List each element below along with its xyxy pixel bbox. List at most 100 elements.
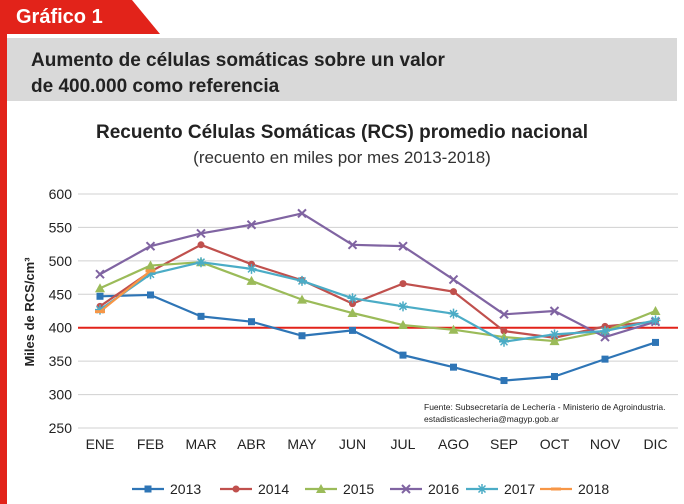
figure-caption: Aumento de células somáticas sobre un va… (31, 48, 451, 100)
legend-marker-2017 (477, 484, 487, 494)
x-tick-label-abr: ABR (237, 436, 266, 452)
legend-marker-2018 (551, 487, 561, 491)
point-2017-5 (347, 293, 358, 304)
y-tick-label-300: 300 (49, 387, 73, 403)
caption-line-1: Aumento de células somáticas sobre un va… (31, 50, 445, 71)
x-tick-label-feb: FEB (137, 436, 164, 452)
x-tick-label-ago: AGO (438, 436, 469, 452)
x-tick-label-mar: MAR (185, 436, 216, 452)
point-2015-11 (650, 306, 661, 315)
x-tick-label-oct: OCT (540, 436, 570, 452)
series-line-2013 (99, 293, 656, 382)
point-2018-0 (95, 310, 105, 314)
chart-subtitle: (recuento en miles por mes 2013-2018) (193, 148, 491, 167)
point-2017-9 (549, 329, 560, 340)
point-2014-6 (399, 280, 407, 288)
point-2013-8 (500, 377, 508, 385)
x-tick-label-may: MAY (287, 436, 317, 452)
point-2014-8 (500, 327, 508, 335)
figure-badge: Gráfico 1 (0, 0, 160, 34)
source-note: Fuente: Subsecretaría de Lechería - Mini… (424, 401, 684, 425)
point-2017-4 (297, 275, 307, 286)
x-tick-label-jul: JUL (391, 436, 416, 452)
point-2015-5 (347, 308, 358, 318)
legend-label-2018: 2018 (578, 481, 609, 497)
point-2013-5 (349, 326, 356, 334)
header-band: Aumento de células somáticas sobre un va… (7, 38, 677, 101)
point-2015-4 (297, 294, 307, 304)
point-2013-2 (197, 312, 205, 320)
legend-label-2013: 2013 (170, 481, 201, 497)
legend-label-2017: 2017 (504, 481, 535, 497)
point-2017-1 (145, 269, 156, 280)
y-tick-label-600: 600 (49, 186, 73, 202)
x-tick-label-dic: DIC (643, 436, 667, 452)
point-2017-7 (448, 308, 459, 319)
point-2016-7 (448, 274, 459, 285)
y-tick-label-550: 550 (49, 219, 73, 235)
y-tick-label-350: 350 (49, 353, 73, 369)
point-2016-3 (246, 220, 257, 230)
source-line-1: Fuente: Subsecretaría de Lechería - Mini… (424, 402, 666, 412)
point-2015-7 (448, 324, 459, 334)
point-2018-1 (145, 269, 156, 273)
series-line-2014 (99, 243, 656, 339)
x-tick-label-ene: ENE (86, 436, 115, 452)
point-2016-5 (347, 240, 358, 250)
series-line-2017 (99, 261, 656, 343)
point-2013-6 (399, 351, 407, 359)
point-2013-0 (96, 292, 104, 300)
point-2014-2 (197, 241, 205, 249)
series-line-2015 (99, 261, 656, 343)
legend-marker-2013 (144, 485, 152, 493)
y-tick-label-250: 250 (49, 420, 73, 436)
point-2015-0 (95, 283, 105, 293)
legend-marker-2015 (316, 484, 326, 493)
legend-label-2016: 2016 (428, 481, 459, 497)
y-tick-label-450: 450 (49, 286, 73, 302)
point-2016-4 (297, 208, 307, 219)
point-2015-6 (398, 320, 408, 330)
point-2017-11 (650, 315, 661, 326)
series-line-2016 (99, 212, 656, 339)
point-2014-7 (450, 288, 457, 296)
point-2016-8 (499, 309, 509, 320)
x-tick-label-nov: NOV (590, 436, 621, 452)
point-2016-0 (95, 269, 105, 279)
legend-label-2015: 2015 (343, 481, 374, 497)
point-2017-10 (600, 326, 610, 337)
series-line-2018 (99, 270, 152, 313)
point-2015-3 (246, 275, 257, 285)
chart-title: Recuento Células Somáticas (RCS) promedi… (96, 122, 588, 143)
point-2017-0 (95, 304, 105, 315)
legend-marker-2016 (401, 484, 411, 494)
point-2013-4 (298, 332, 306, 340)
point-2017-3 (246, 263, 257, 274)
point-2013-3 (248, 318, 255, 326)
caption-line-2: de 400.000 como referencia (31, 76, 280, 97)
point-2017-2 (196, 257, 206, 268)
point-2015-1 (145, 260, 156, 270)
point-2013-1 (147, 291, 154, 299)
y-axis-label: Miles de RCS/cm³ (22, 257, 37, 367)
point-2016-2 (196, 228, 206, 239)
left-accent-bar (0, 0, 7, 504)
point-2013-9 (551, 373, 558, 381)
point-2017-6 (398, 301, 408, 312)
point-2013-7 (450, 363, 457, 371)
point-2016-1 (145, 241, 156, 251)
y-tick-label-500: 500 (49, 253, 73, 269)
legend-marker-2014 (232, 485, 240, 493)
point-2016-6 (398, 241, 408, 251)
point-2013-11 (652, 338, 659, 346)
point-2017-8 (499, 336, 509, 347)
legend-label-2014: 2014 (258, 481, 289, 497)
x-tick-label-sep: SEP (490, 436, 518, 452)
point-2013-10 (601, 355, 609, 363)
y-tick-label-400: 400 (49, 320, 73, 336)
x-tick-label-jun: JUN (339, 436, 366, 452)
point-2015-9 (549, 336, 560, 346)
point-2014-5 (349, 300, 356, 308)
source-line-2: estadisticaslecheria@magyp.gob.ar (424, 414, 559, 424)
